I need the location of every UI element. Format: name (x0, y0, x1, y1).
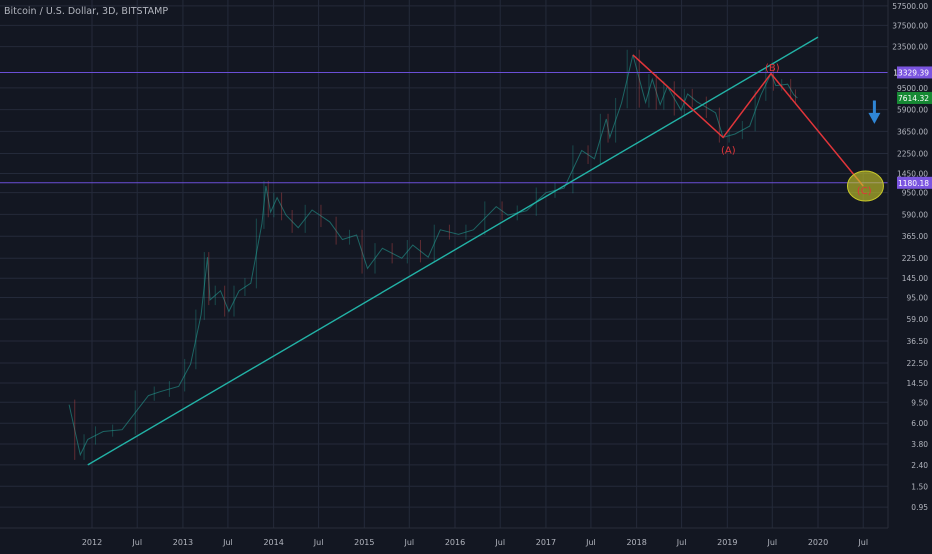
chart-title: Bitcoin / U.S. Dollar, 3D, BITSTAMP (4, 6, 169, 17)
y-tick-label: 590.00 (902, 210, 928, 219)
y-tick-label: 6.00 (911, 419, 928, 428)
elliott-wave-path[interactable] (632, 54, 864, 187)
x-tick-label: 2016 (445, 538, 465, 547)
x-tick-label: Jul (222, 538, 233, 547)
price-level-value: 13329.39 (893, 68, 929, 77)
y-tick-label: 225.00 (902, 254, 928, 263)
y-tick-label: 950.00 (902, 189, 928, 198)
x-tick-label: 2012 (82, 538, 102, 547)
y-tick-label: 2250.00 (897, 149, 928, 158)
x-tick-label: 2019 (717, 538, 737, 547)
y-tick-label: 365.00 (902, 232, 928, 241)
y-tick-label: 2.40 (911, 461, 928, 470)
price-level-value: 7614.32 (898, 94, 929, 103)
y-tick-label: 9.50 (911, 398, 928, 407)
x-tick-label: Jul (766, 538, 777, 547)
y-tick-label: 57500.00 (892, 2, 928, 11)
y-tick-label: 1.50 (911, 482, 928, 491)
y-tick-label: 23500.00 (892, 43, 928, 52)
y-tick-label: 22.50 (907, 359, 929, 368)
y-tick-label: 14.50 (907, 379, 929, 388)
x-tick-label: 2017 (536, 538, 556, 547)
y-tick-label: 5900.00 (897, 106, 928, 115)
y-tick-label: 3650.00 (897, 127, 928, 136)
y-tick-label: 36.50 (907, 337, 929, 346)
y-tick-label: 1450.00 (897, 169, 928, 178)
x-tick-label: 2014 (263, 538, 283, 547)
y-tick-label: 37500.00 (892, 21, 928, 30)
x-tick-label: Jul (857, 538, 868, 547)
wave-label: (A) (721, 145, 736, 156)
target-zone-ellipse[interactable] (846, 170, 884, 202)
x-tick-label: 2015 (354, 538, 374, 547)
y-tick-label: 3.80 (911, 440, 928, 449)
price-series-line (68, 54, 798, 457)
price-level-badge[interactable] (897, 176, 932, 189)
wave-label: (B) (765, 63, 780, 74)
price-level-value: 1180.18 (898, 179, 929, 188)
price-level-badge[interactable] (897, 91, 932, 104)
y-tick-label: 9500.00 (897, 84, 928, 93)
y-tick-label: 59.00 (907, 315, 929, 324)
x-tick-label: Jul (131, 538, 142, 547)
time-axis-panel (0, 528, 932, 550)
x-tick-label: 2020 (808, 538, 828, 547)
x-tick-label: Jul (585, 538, 596, 547)
y-tick-label: 145.00 (902, 274, 928, 283)
x-tick-label: Jul (676, 538, 687, 547)
x-tick-label: 2018 (626, 538, 646, 547)
x-tick-label: Jul (403, 538, 414, 547)
price-level-badge[interactable] (897, 66, 932, 79)
down-arrow-head[interactable] (868, 112, 881, 124)
y-tick-label: 95.00 (907, 293, 929, 302)
x-tick-label: Jul (313, 538, 324, 547)
wave-label: (C) (857, 186, 872, 197)
trendline[interactable] (87, 36, 819, 466)
x-tick-label: Jul (494, 538, 505, 547)
price-axis-panel (888, 0, 932, 550)
x-tick-label: 2013 (173, 538, 193, 547)
y-tick-label: 0.95 (911, 503, 928, 512)
